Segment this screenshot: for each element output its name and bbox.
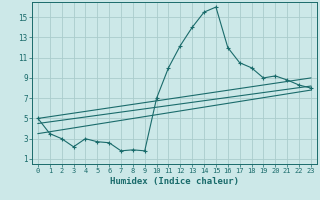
X-axis label: Humidex (Indice chaleur): Humidex (Indice chaleur) [110,177,239,186]
